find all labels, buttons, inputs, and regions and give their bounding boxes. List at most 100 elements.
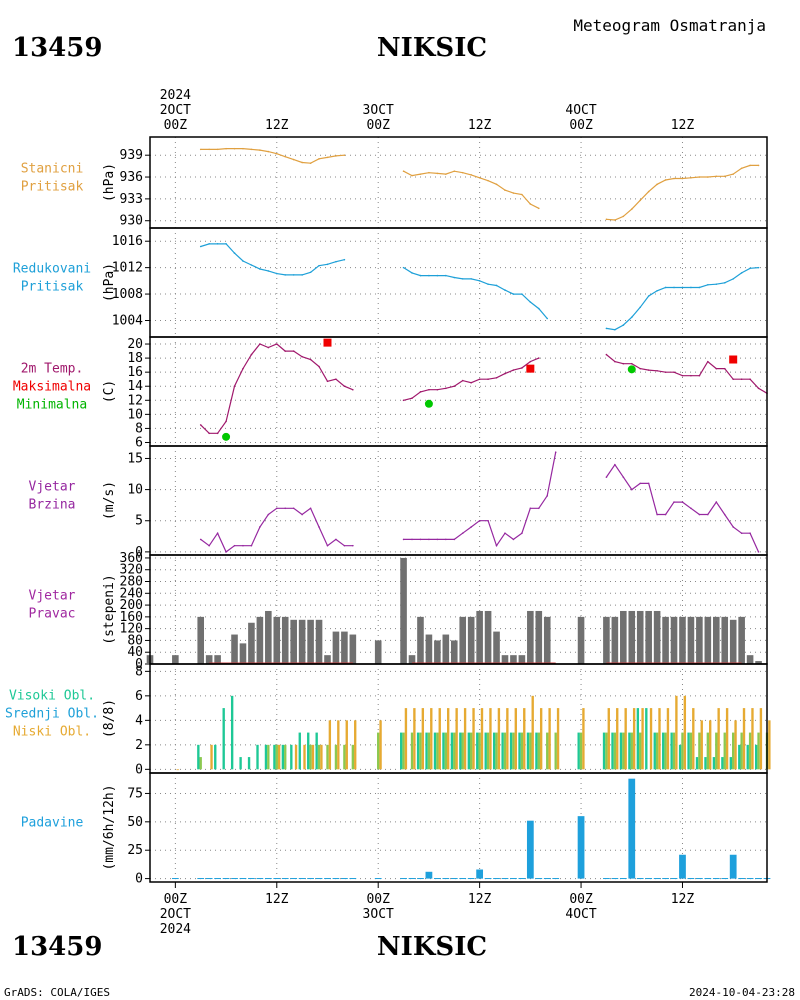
wind-direction-bar	[543, 616, 551, 664]
precip-bar	[493, 878, 500, 880]
cloud-bar	[315, 732, 318, 770]
data-point	[639, 306, 642, 309]
data-point	[335, 378, 337, 380]
y-tick-label: 20	[127, 337, 143, 352]
cloud-bar	[461, 732, 464, 770]
series-line	[403, 170, 540, 209]
data-point	[470, 278, 472, 280]
cloud-bar	[506, 708, 509, 770]
data-point	[419, 173, 422, 175]
y-tick-label: 8	[135, 421, 143, 436]
top-time-label: 2024	[160, 88, 191, 103]
data-point	[461, 532, 464, 534]
precip-bar	[738, 878, 746, 880]
cloud-bar	[602, 732, 606, 770]
series-line	[403, 267, 548, 319]
wind-direction-bar	[417, 616, 424, 664]
panel-label: Pritisak	[21, 280, 84, 295]
data-point	[630, 208, 633, 210]
precip-bar	[450, 878, 458, 880]
cloud-bar	[700, 720, 703, 770]
precip-bar	[628, 778, 636, 879]
precip-bar	[467, 878, 475, 880]
data-point	[554, 451, 557, 454]
data-point	[656, 289, 658, 292]
data-point	[656, 513, 658, 516]
data-point	[284, 350, 287, 352]
panel-station-pressure: 930 933 936 939(hPa) Stanicni Pritisak	[21, 136, 768, 229]
cloud-bar	[256, 744, 259, 770]
wind-direction-bar	[349, 634, 357, 664]
data-point	[630, 362, 633, 365]
tmax-marker	[729, 355, 738, 364]
bottom-time-label: 12Z	[671, 892, 695, 907]
wind-direction-bar	[425, 634, 433, 664]
data-point	[630, 488, 633, 491]
data-point	[411, 272, 413, 274]
cloud-bar	[754, 744, 758, 770]
precip-bar	[341, 878, 348, 880]
cloud-bar	[239, 757, 242, 770]
cloud-bar	[641, 708, 644, 770]
data-point	[647, 190, 650, 193]
cloud-bar	[284, 744, 287, 770]
data-point	[690, 374, 692, 377]
data-point	[529, 301, 532, 303]
data-point	[402, 538, 405, 541]
data-point	[478, 280, 481, 282]
cloud-bar	[459, 732, 462, 770]
data-point	[275, 507, 278, 510]
data-point	[487, 378, 489, 380]
data-point	[267, 150, 270, 153]
data-point	[470, 381, 472, 384]
data-point	[216, 432, 219, 435]
data-point	[495, 376, 498, 379]
precip-bar	[619, 878, 627, 880]
data-point	[614, 328, 616, 331]
cloud-bar	[579, 732, 583, 770]
bottom-time-label: 12Z	[265, 892, 289, 907]
data-point	[292, 274, 295, 276]
precip-bar	[603, 878, 610, 880]
data-point	[504, 189, 506, 191]
panel-label: Redukovani	[13, 262, 91, 277]
wind-direction-bar	[645, 610, 652, 664]
data-point	[487, 283, 489, 285]
wind-direction-bar	[315, 619, 323, 664]
cloud-bar	[653, 732, 656, 770]
cloud-bar	[725, 708, 729, 770]
y-tick-label: 6	[135, 689, 143, 704]
cloud-bar	[455, 708, 458, 770]
wind-direction-bar	[459, 616, 467, 664]
cloud-bar	[317, 744, 321, 770]
data-point	[326, 380, 329, 383]
data-point	[537, 207, 540, 210]
y-tick-label: 4	[135, 713, 143, 728]
data-point	[512, 293, 515, 295]
precip-bar	[729, 854, 737, 879]
data-point	[199, 538, 202, 541]
cloud-bar	[616, 708, 619, 770]
data-point	[259, 343, 261, 345]
cloud-bar	[334, 744, 338, 770]
data-point	[428, 538, 430, 541]
data-point	[326, 156, 329, 159]
data-point	[512, 369, 515, 371]
panel-frame	[149, 336, 768, 447]
data-point	[343, 258, 346, 261]
panel-sea-pressure: 1004 1008 1012 1016 (hPa) Redukovani Pritisak	[13, 227, 768, 338]
top-time-label: 00Z	[569, 118, 593, 133]
cloud-bar	[554, 732, 557, 770]
cloud-bar	[467, 732, 470, 770]
data-point	[233, 147, 236, 150]
cloud-bar	[328, 720, 332, 770]
wind-direction-bar	[374, 640, 382, 664]
data-point	[292, 350, 295, 352]
data-point	[512, 192, 515, 194]
wind-direction-bar	[611, 616, 619, 664]
panel-label: Pritisak	[21, 180, 84, 195]
precip-bar	[476, 869, 484, 879]
y-tick-label: 18	[127, 351, 143, 366]
